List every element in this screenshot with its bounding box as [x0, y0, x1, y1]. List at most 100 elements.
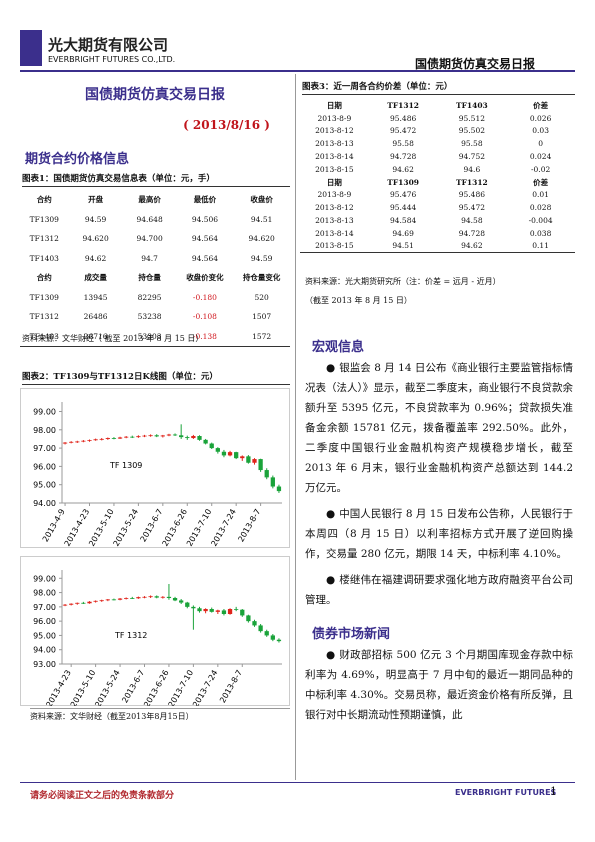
- table-header-row: 日期 TF1312 TF1403 价差: [300, 99, 575, 112]
- table-cell: TF1312: [29, 312, 59, 322]
- candle-body: [197, 608, 202, 612]
- table-row: TF1403 94.62 94.7 94.564 94.59: [20, 249, 290, 269]
- table-row: 2013-8-15 94.51 94.62 0.11: [300, 240, 575, 253]
- candle-body: [270, 635, 275, 640]
- candle-body: [142, 596, 147, 598]
- table-cell: 94.51: [392, 241, 414, 251]
- company-en: EVERBRIGHT FUTURES CO.,LTD.: [48, 55, 176, 64]
- table-cell: 13945: [83, 292, 108, 302]
- table-cell: 53238: [137, 312, 162, 322]
- candle-body: [234, 609, 239, 610]
- candle-body: [227, 609, 233, 614]
- candle-body: [75, 441, 80, 443]
- candle-body: [105, 599, 110, 601]
- table-cell: 2013-8-12: [315, 203, 354, 213]
- y-tick-label: 97.00: [33, 603, 56, 612]
- candle-body: [234, 452, 239, 459]
- source-note: 资料来源：文华财经（ 截至 2013 年 8 月 15 日）: [22, 334, 204, 343]
- table-cell: 94.506: [191, 214, 219, 224]
- candle-body: [117, 437, 123, 439]
- y-tick-label: 96.00: [33, 462, 56, 471]
- footer-rule: [20, 782, 575, 783]
- x-tick-label: 2013-4-9: [41, 508, 67, 544]
- table-cell: 2013-8-15: [315, 164, 354, 174]
- header-title: 国债期货仿真交易日报: [415, 57, 536, 71]
- table-cell: 2013-8-9: [317, 113, 352, 123]
- source-note: （截至 2013 年 8 月 15 日）: [305, 296, 412, 305]
- source-note: 资料来源：文华财经（截至2013年8月15日）: [30, 708, 290, 722]
- candle-body: [246, 456, 251, 463]
- table-row: 2013-8-13 95.58 95.58 0: [300, 137, 575, 150]
- y-tick-label: 95.00: [33, 481, 56, 490]
- candle-body: [130, 598, 135, 599]
- table-cell: 94.564: [191, 234, 219, 244]
- candle-body: [117, 598, 123, 600]
- table-row: TF1403 26716 53303 -0.138 1572: [20, 327, 290, 346]
- table-cell: 0: [538, 139, 544, 149]
- table-cell: 94.564: [191, 253, 219, 263]
- table-caption: 图表3：近一周各合约价差（单位：元）: [302, 80, 575, 95]
- disclaimer: 请务必阅读正文之后的免责条款部分: [30, 791, 175, 801]
- table-cell: TF1403: [29, 253, 59, 263]
- y-tick-label: 96.00: [33, 617, 56, 626]
- table-cell: 94.62: [392, 164, 414, 174]
- candle-body: [62, 604, 68, 606]
- table-cell: 26486: [83, 312, 108, 322]
- table-cell: 94.51: [250, 214, 273, 224]
- candle-body: [142, 435, 147, 437]
- candle-body: [93, 439, 98, 441]
- table-cell: -0.004: [528, 216, 553, 226]
- x-tick-label: 2013-8-7: [236, 508, 262, 544]
- y-tick-label: 99.00: [33, 407, 56, 416]
- table-cell: 94.584: [390, 216, 417, 226]
- table-row: TF1309 13945 82295 -0.180 520: [20, 288, 290, 308]
- bullet: ●: [326, 508, 336, 520]
- paragraph: ● 中国人民银行 8 月 15 日发布公告称，人民银行于本周四（8 月 15 日）…: [305, 504, 573, 564]
- candle-body: [69, 603, 74, 605]
- table-cell: 94.59: [250, 253, 273, 263]
- table-cell: 1507: [252, 312, 272, 322]
- table-header-cell: 持仓量: [138, 273, 161, 283]
- header-rule: [20, 70, 575, 72]
- table-cell: 94.620: [82, 234, 109, 244]
- table-header-row: 合约 成交量 持仓量 收盘价变化 持仓量变化: [20, 268, 290, 288]
- table-cell: 53303: [137, 331, 162, 341]
- candle-body: [203, 609, 208, 612]
- chart: 94.00 95.00 96.00 97.00 98.00 99.00 2013-4-9 20…: [20, 388, 290, 548]
- candle-body: [87, 601, 92, 604]
- candle-body: [215, 448, 220, 452]
- candle-body: [148, 435, 153, 437]
- candle-body: [93, 600, 98, 602]
- candle-body: [258, 625, 263, 632]
- table-header-cell: 收盘价变化: [186, 273, 224, 283]
- table-row: TF1312 94.620 94.700 94.564 94.620: [20, 229, 290, 249]
- candle-body: [99, 600, 104, 602]
- table-cell: 2013-8-13: [315, 139, 354, 149]
- table-row: 2013-8-13 94.584 94.58 -0.004: [300, 214, 575, 227]
- candle-body: [124, 598, 129, 599]
- table-cell: 95.58: [392, 139, 414, 149]
- table-cell: 94.59: [84, 214, 107, 224]
- table-cell: 94.6: [463, 164, 481, 174]
- table-cell: 82295: [137, 292, 162, 302]
- table-cell: 2013-8-13: [315, 216, 354, 226]
- table-cell: 95.58: [461, 139, 483, 149]
- x-tick-label: 2013-6-7: [139, 508, 165, 544]
- candle-body: [130, 436, 135, 438]
- table-header-cell: 开盘: [88, 195, 104, 205]
- paragraph-text: 银监会 8 月 14 日公布《商业银行主要监管指标情况表（法人）》显示，截至二季…: [305, 362, 573, 494]
- candle-body: [264, 470, 269, 478]
- candle-body: [209, 443, 214, 449]
- candle-body: [179, 600, 184, 603]
- paragraph-text: 财政部招标 500 亿元 3 个月期国库现金存款中标利率为 4.69%，明显高于…: [305, 649, 573, 721]
- table-header-cell: 合约: [36, 273, 52, 283]
- x-tick-label: 2013-5-24: [93, 669, 121, 707]
- table-row: 2013-8-14 94.69 94.728 0.038: [300, 227, 575, 240]
- table-header-cell: 最低价: [193, 195, 217, 205]
- table-cell: 95.472: [458, 203, 485, 213]
- column-rule: [295, 74, 296, 780]
- candle-body: [276, 639, 282, 642]
- candle-body: [179, 435, 184, 438]
- table-cell: 520: [254, 292, 269, 302]
